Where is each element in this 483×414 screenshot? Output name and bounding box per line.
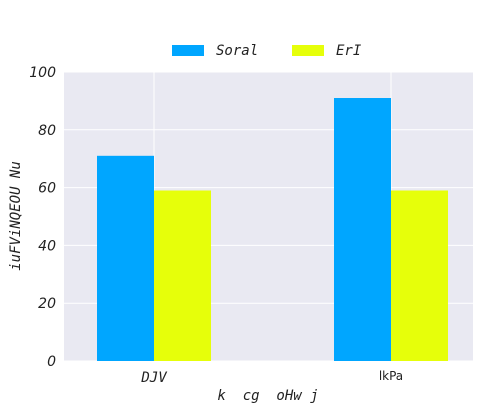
x-tick-label-lkpa: lkPa bbox=[379, 369, 403, 383]
legend-label-eri: ErI bbox=[336, 43, 362, 59]
bar-soral-lkpa bbox=[334, 98, 391, 361]
bar-eri-djv bbox=[154, 190, 211, 361]
y-tick-label-80: 80 bbox=[38, 123, 56, 139]
y-tick-label-100: 100 bbox=[29, 65, 56, 81]
bar-soral-djv bbox=[97, 155, 154, 361]
y-axis-label: iuFViNQEOU Nu bbox=[8, 161, 24, 271]
y-tick-label-20: 20 bbox=[38, 296, 56, 312]
legend-label-soral: Soral bbox=[216, 43, 258, 59]
bar-eri-lkpa bbox=[391, 190, 448, 361]
legend: Soral ErI bbox=[172, 43, 362, 59]
legend-swatch-eri bbox=[292, 45, 324, 56]
y-axis-ticks: 0 20 40 60 80 100 bbox=[29, 65, 56, 370]
x-tick-label-djv: DJV bbox=[140, 370, 168, 386]
legend-swatch-soral bbox=[172, 45, 204, 56]
bars bbox=[97, 98, 448, 361]
y-tick-label-40: 40 bbox=[38, 238, 56, 254]
x-axis-ticks: DJV lkPa bbox=[140, 369, 403, 386]
y-tick-label-0: 0 bbox=[47, 354, 56, 370]
y-tick-label-60: 60 bbox=[38, 181, 56, 197]
x-axis-label: k cg oHw j bbox=[217, 388, 318, 404]
